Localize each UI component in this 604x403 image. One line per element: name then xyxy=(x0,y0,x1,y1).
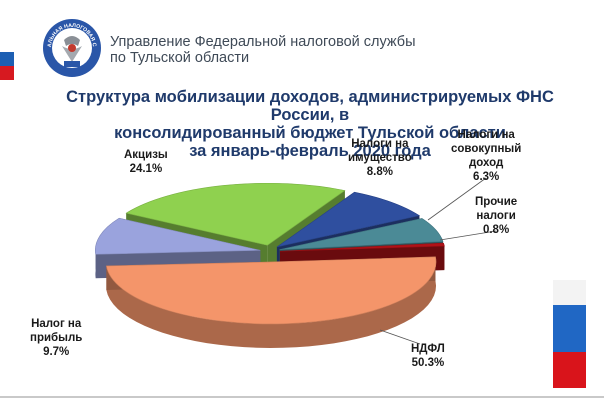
label-property-tax-name-line: имущество xyxy=(348,152,412,164)
label-ndfl: НДФЛ 50.3% xyxy=(411,342,445,370)
slice-ndfl xyxy=(106,256,437,348)
label-property-tax: Налоги на имущество 8.8% xyxy=(348,137,412,179)
bottom-divider xyxy=(0,396,604,398)
fns-emblem-icon: ФЕДЕРАЛЬНАЯ НАЛОГОВАЯ СЛУЖБА xyxy=(42,18,101,77)
label-other-taxes-name-line: Прочие xyxy=(475,196,518,208)
left-flag-stripe xyxy=(0,38,14,80)
label-profit-tax-value: 9.7% xyxy=(43,346,70,358)
label-other-taxes-name-line: налоги xyxy=(476,210,516,222)
organization-name: Управление Федеральной налоговой службы … xyxy=(110,34,416,66)
org-line-2: по Тульской области xyxy=(110,50,250,66)
right-flag-stripe xyxy=(553,280,586,388)
slice-property-tax-top xyxy=(276,191,421,248)
label-property-tax-name-line: Налоги на xyxy=(351,138,409,150)
slice-ndfl-side xyxy=(106,256,437,348)
label-other-taxes-value: 0.8% xyxy=(482,224,510,236)
label-other-taxes-leader-line xyxy=(439,230,497,241)
label-excise-value: 24.1% xyxy=(129,163,163,175)
title-line-1: Структура мобилизации доходов, администр… xyxy=(66,88,554,124)
label-profit-tax-name-line: прибыль xyxy=(30,332,83,344)
title-line-2: консолидированный бюджет Тульской област… xyxy=(114,124,506,142)
slice-excise-top xyxy=(125,182,346,246)
label-simplified-tax-name-line: Налоги на xyxy=(457,129,515,141)
label-excise-name-line: Акцизы xyxy=(124,149,168,161)
label-ndfl-value: 50.3% xyxy=(411,357,445,369)
label-ndfl-leader-line xyxy=(379,329,421,345)
label-profit-tax: Налог на прибыль 9.7% xyxy=(30,317,82,359)
label-ndfl-name-line: НДФЛ xyxy=(411,343,445,355)
label-simplified-tax-value: 6.3% xyxy=(473,171,500,183)
slice-profit-tax-top xyxy=(94,217,261,255)
label-profit-tax-name-line: Налог на xyxy=(31,318,82,330)
title-line-3: за январь-февраль 2020 года xyxy=(189,142,431,160)
org-line-1: Управление Федеральной налоговой службы xyxy=(110,34,416,50)
chart-title: Структура мобилизации доходов, администр… xyxy=(40,88,580,160)
label-property-tax-value: 8.8% xyxy=(366,166,393,178)
label-excise: Акцизы 24.1% xyxy=(124,148,168,176)
slice-other-taxes-top xyxy=(279,242,445,252)
label-other-taxes: Прочие налоги 0.8% xyxy=(475,195,517,237)
label-simplified-tax-leader-line xyxy=(427,177,487,221)
label-simplified-tax: Налоги на совокупный доход 6.3% xyxy=(451,128,521,184)
label-simplified-tax-name-line: совокупный xyxy=(451,143,522,155)
slice-ndfl-top xyxy=(106,256,437,325)
slice-simplified-tax-top xyxy=(279,218,444,251)
label-simplified-tax-name-line: доход xyxy=(468,157,504,169)
